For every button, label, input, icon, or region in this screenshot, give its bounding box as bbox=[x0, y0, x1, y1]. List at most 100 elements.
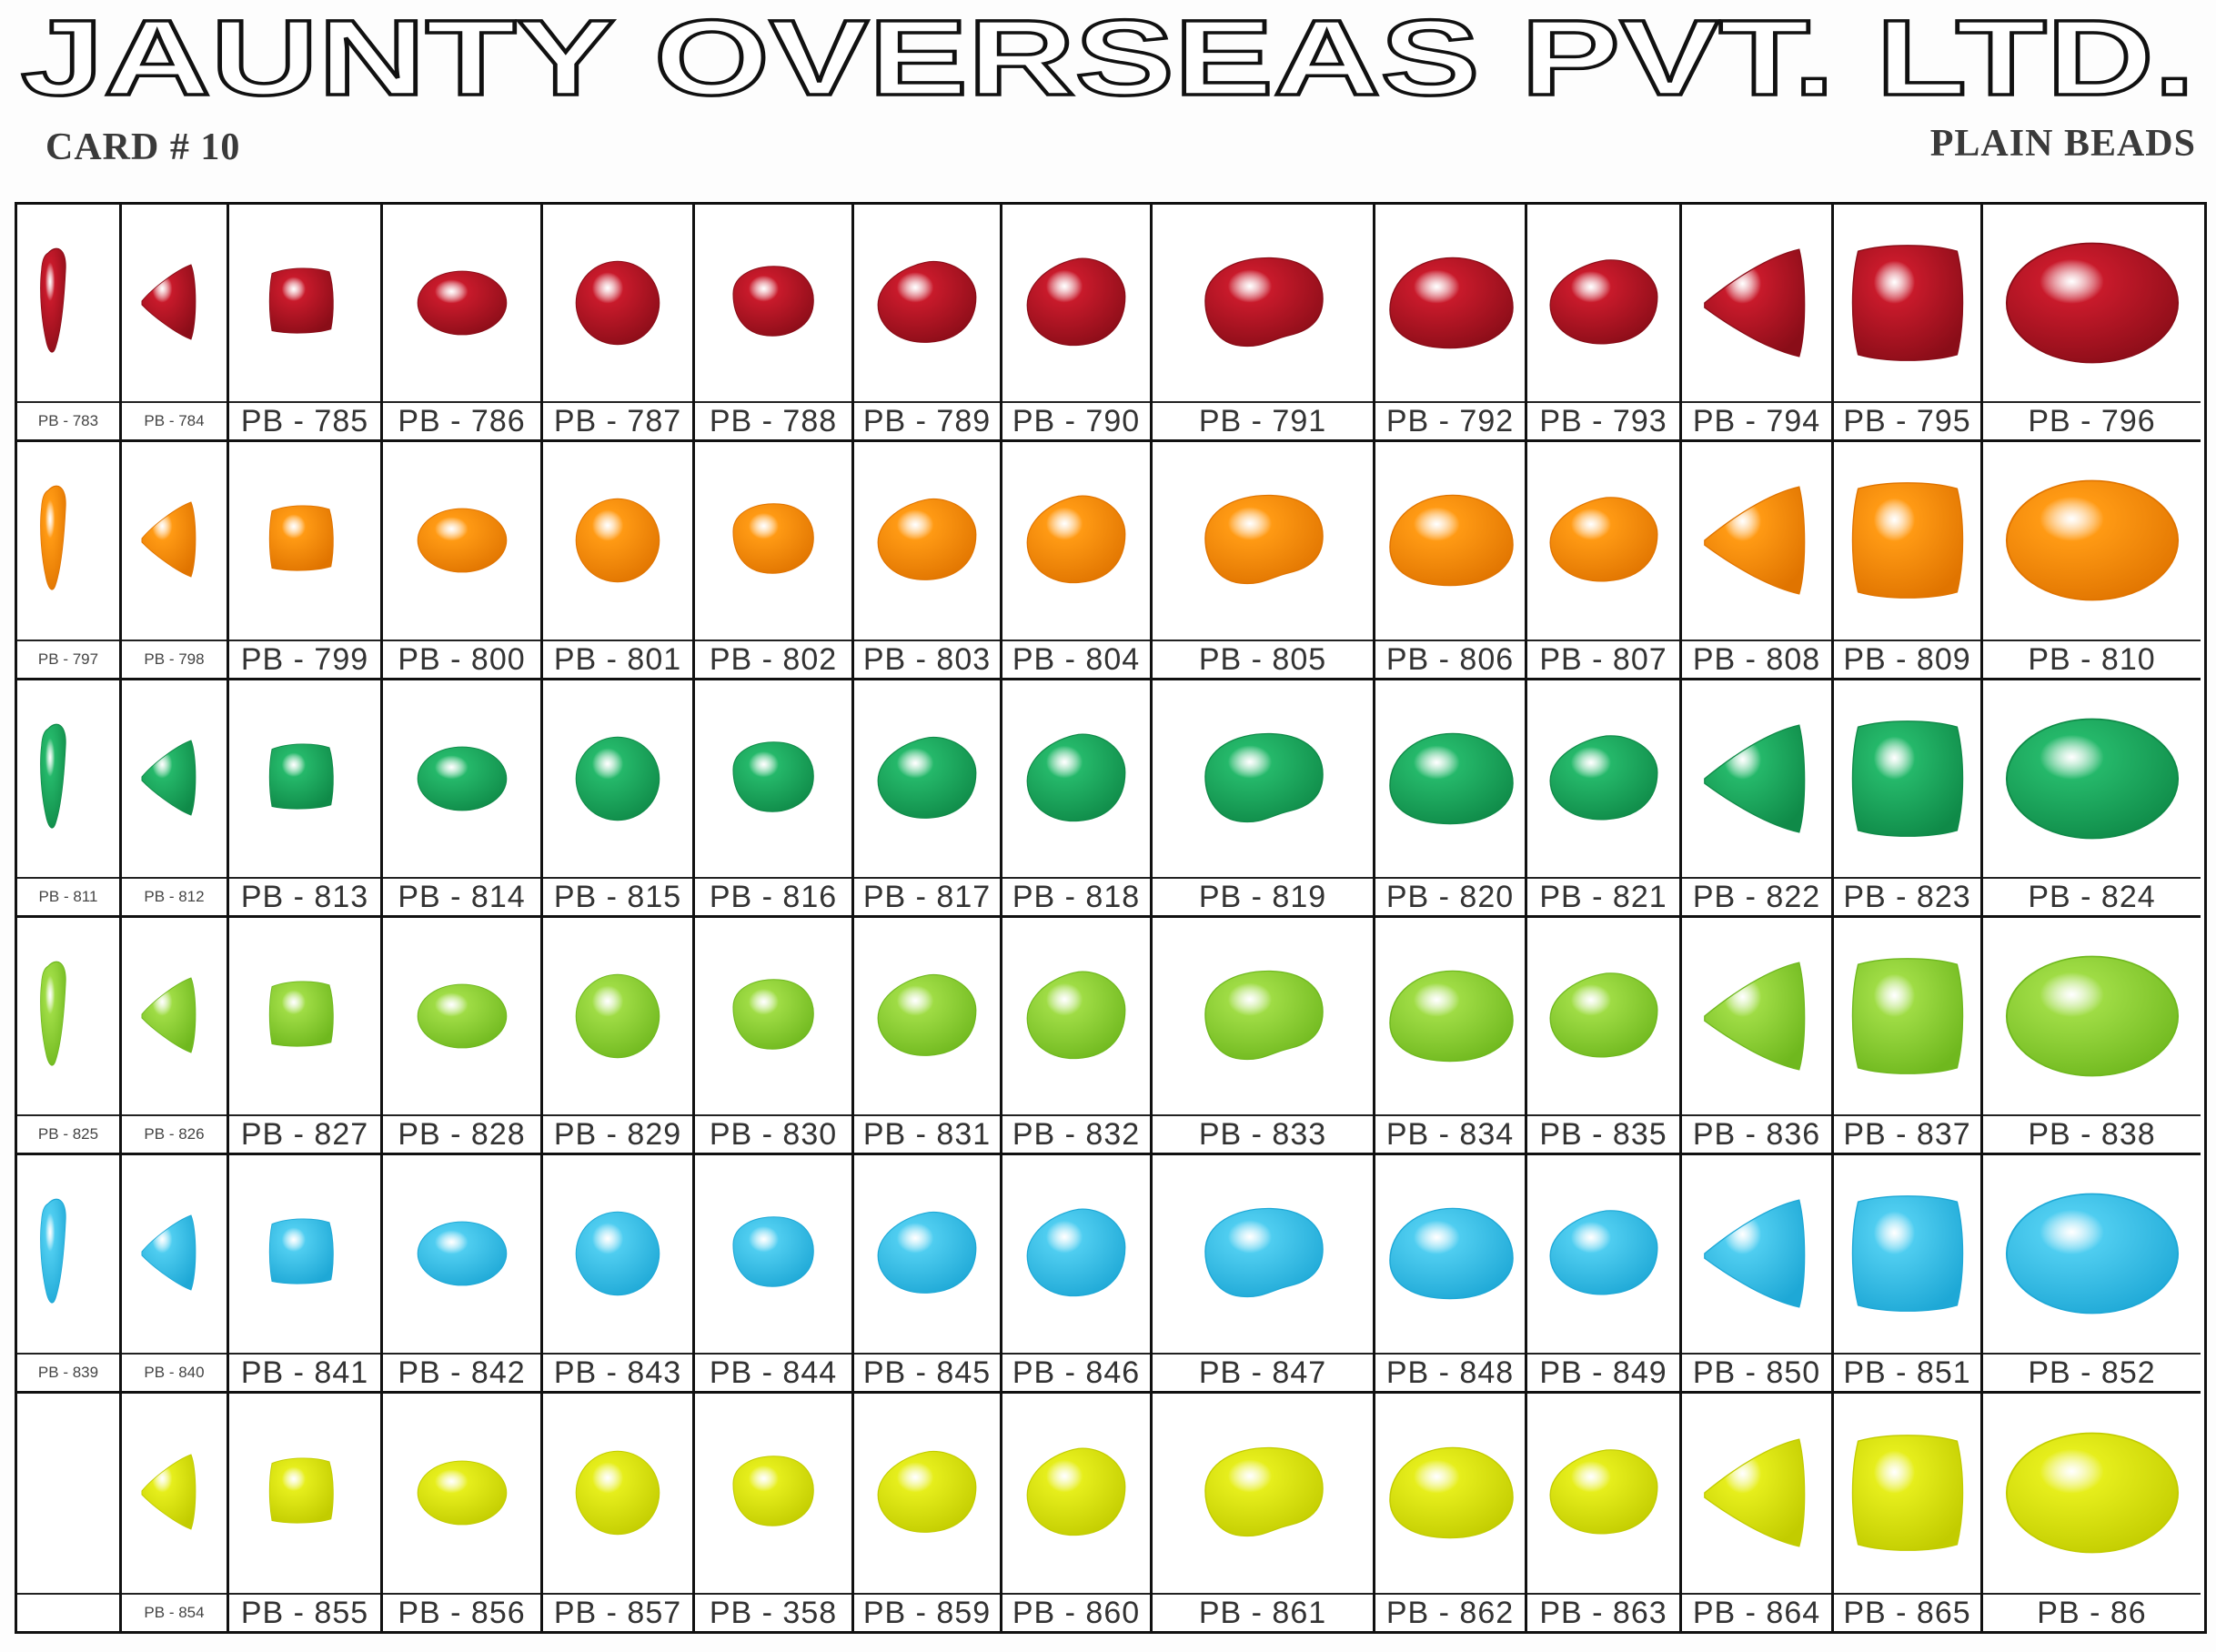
bead-cell: PB - 854 bbox=[122, 1393, 229, 1631]
bead-code: PB - 813 bbox=[229, 877, 380, 915]
bead-image bbox=[1527, 442, 1679, 639]
bead-cell: PB - 861 bbox=[1153, 1393, 1375, 1631]
bead-image bbox=[1527, 680, 1679, 877]
bead-image bbox=[1153, 680, 1373, 877]
bead-cell: PB - 838 bbox=[1983, 918, 2201, 1156]
bead-code: PB - 835 bbox=[1527, 1114, 1679, 1153]
bead-image bbox=[229, 1394, 380, 1593]
bead-image bbox=[1682, 1155, 1831, 1352]
bead-code: PB - 815 bbox=[543, 877, 692, 915]
red-cube-bead bbox=[268, 267, 334, 334]
bead-image bbox=[1682, 1394, 1831, 1593]
bead-image bbox=[122, 918, 227, 1114]
bead-code: PB - 789 bbox=[854, 401, 1000, 439]
bead-cell: PB - 852 bbox=[1983, 1155, 2201, 1394]
bead-code: PB - 845 bbox=[854, 1352, 1000, 1391]
green-nugget-bead bbox=[1026, 733, 1126, 821]
bead-code: PB - 826 bbox=[122, 1114, 227, 1153]
bead-cell: PB - 358 bbox=[695, 1393, 854, 1631]
aqua-nugget-bead bbox=[1026, 1209, 1126, 1297]
bead-cell: PB - 811 bbox=[17, 680, 122, 918]
bead-code: PB - 831 bbox=[854, 1114, 1000, 1153]
bead-image bbox=[229, 918, 380, 1114]
green-triangle-bead bbox=[1704, 724, 1806, 833]
bead-code: PB - 809 bbox=[1834, 639, 1980, 678]
bead-image bbox=[543, 205, 692, 401]
orange-nugget-small-bead bbox=[732, 503, 814, 575]
lime-cube-bead bbox=[268, 981, 334, 1047]
bead-image bbox=[1983, 205, 2201, 401]
lime-nugget-large-bead bbox=[1204, 971, 1324, 1061]
bead-cell: PB - 840 bbox=[122, 1155, 229, 1394]
lime-nugget-bead bbox=[1548, 972, 1658, 1058]
bead-cell: PB - 829 bbox=[543, 918, 695, 1156]
bead-image bbox=[1153, 442, 1373, 639]
bead-image bbox=[383, 680, 540, 877]
lime-cone-bead bbox=[141, 977, 196, 1053]
orange-nugget-bead bbox=[877, 499, 977, 581]
bead-code: PB - 820 bbox=[1375, 877, 1525, 915]
bead-code: PB - 794 bbox=[1682, 401, 1831, 439]
red-nugget-bead bbox=[1026, 257, 1126, 347]
bead-image bbox=[229, 680, 380, 877]
bead-cell: PB - 805 bbox=[1153, 442, 1375, 680]
bead-cell: PB - 819 bbox=[1153, 680, 1375, 918]
yellow-round-bead bbox=[575, 1451, 660, 1536]
bead-cell: PB - 800 bbox=[383, 442, 543, 680]
bead-cell: PB - 842 bbox=[383, 1155, 543, 1394]
bead-code: PB - 808 bbox=[1682, 639, 1831, 678]
red-nugget-round-bead bbox=[1389, 257, 1514, 349]
bead-image bbox=[229, 442, 380, 639]
bead-code: PB - 837 bbox=[1834, 1114, 1980, 1153]
bead-code: PB - 791 bbox=[1153, 401, 1373, 439]
bead-code: PB - 816 bbox=[695, 877, 851, 915]
orange-pillow-bead bbox=[1851, 482, 1963, 599]
bead-cell: PB - 821 bbox=[1527, 680, 1682, 918]
bead-code: PB - 838 bbox=[1983, 1114, 2201, 1153]
bead-image bbox=[1983, 680, 2201, 877]
bead-cell: PB - 813 bbox=[229, 680, 383, 918]
bead-code: PB - 818 bbox=[1002, 877, 1150, 915]
bead-cell: PB - 836 bbox=[1682, 918, 1834, 1156]
bead-code bbox=[17, 1593, 119, 1631]
bead-image bbox=[122, 1155, 227, 1352]
bead-code: PB - 862 bbox=[1375, 1593, 1525, 1631]
bead-code: PB - 860 bbox=[1002, 1593, 1150, 1631]
lime-nugget-bead bbox=[1026, 971, 1126, 1060]
bead-code: PB - 857 bbox=[543, 1593, 692, 1631]
aqua-nugget-bead bbox=[1548, 1210, 1658, 1295]
bead-cell: PB - 796 bbox=[1983, 205, 2201, 443]
bead-cell: PB - 792 bbox=[1375, 205, 1527, 443]
bead-code: PB - 844 bbox=[695, 1352, 851, 1391]
bead-cell: PB - 828 bbox=[383, 918, 543, 1156]
orange-nugget-large-bead bbox=[1204, 495, 1324, 585]
bead-image bbox=[543, 1394, 692, 1593]
bead-code: PB - 802 bbox=[695, 639, 851, 678]
bead-code: PB - 855 bbox=[229, 1593, 380, 1631]
bead-code: PB - 810 bbox=[1983, 639, 2201, 678]
red-nugget-small-bead bbox=[732, 266, 814, 337]
bead-cell: PB - 817 bbox=[854, 680, 1002, 918]
yellow-nugget-bead bbox=[877, 1451, 977, 1534]
aqua-oval-bead bbox=[417, 1222, 507, 1286]
bead-image bbox=[17, 1155, 119, 1352]
bead-image bbox=[17, 1394, 119, 1593]
bead-code: PB - 785 bbox=[229, 401, 380, 439]
bead-image bbox=[1002, 680, 1150, 877]
bead-cell: PB - 812 bbox=[122, 680, 229, 918]
bead-code: PB - 859 bbox=[854, 1593, 1000, 1631]
green-round-bead bbox=[575, 736, 660, 821]
bead-image bbox=[695, 680, 851, 877]
bead-cell: PB - 783 bbox=[17, 205, 122, 443]
bead-cell: PB - 822 bbox=[1682, 680, 1834, 918]
bead-image bbox=[1153, 205, 1373, 401]
bead-cell: PB - 831 bbox=[854, 918, 1002, 1156]
bead-code: PB - 86 bbox=[1983, 1593, 2201, 1631]
bead-code: PB - 800 bbox=[383, 639, 540, 678]
bead-image bbox=[1153, 1394, 1373, 1593]
bead-code: PB - 827 bbox=[229, 1114, 380, 1153]
bead-code: PB - 821 bbox=[1527, 877, 1679, 915]
bead-code: PB - 846 bbox=[1002, 1352, 1150, 1391]
company-title: JAUNTY OVERSEAS PVT. LTD. bbox=[19, 0, 2197, 118]
bead-code: PB - 823 bbox=[1834, 877, 1980, 915]
